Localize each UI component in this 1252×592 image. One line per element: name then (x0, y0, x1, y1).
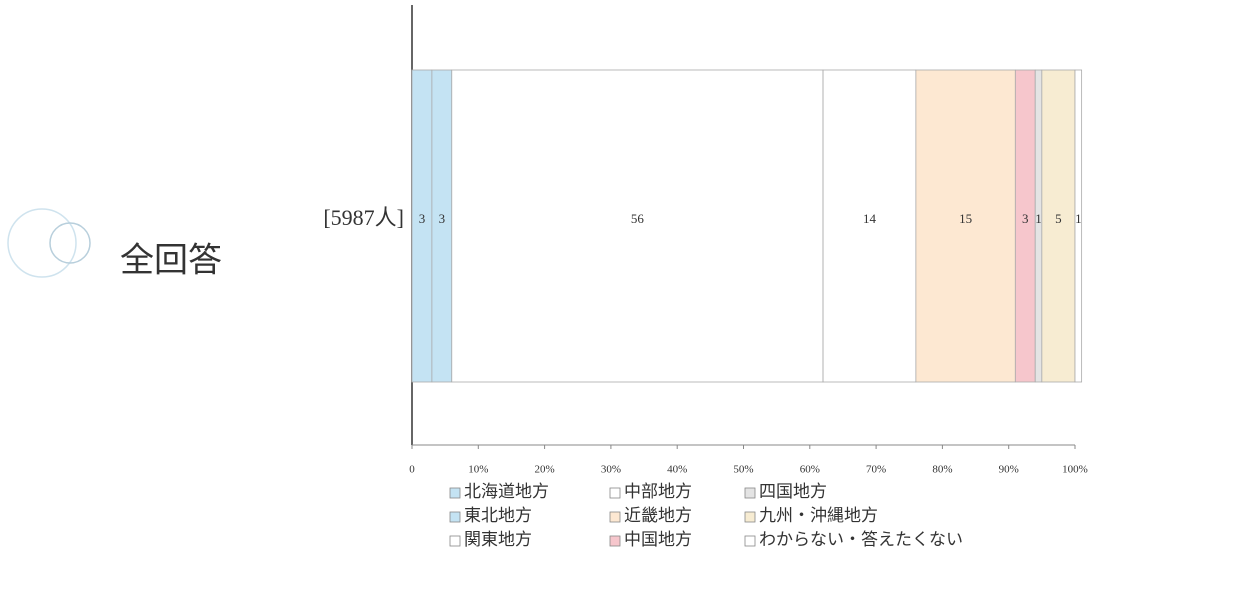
legend-label: 関東地方 (464, 530, 532, 549)
legend-label: 近畿地方 (624, 506, 692, 525)
data-label: 3 (1022, 211, 1029, 226)
x-tick-label: 40% (667, 464, 687, 476)
x-tick-label: 90% (999, 464, 1019, 476)
bar-segment (431, 69, 453, 383)
bar-segment (1034, 69, 1043, 383)
x-tick-label: 0 (409, 464, 415, 476)
x-tick-label: 10% (468, 464, 488, 476)
data-label: 14 (863, 211, 877, 226)
legend-swatch (609, 511, 621, 523)
x-tick-label: 20% (535, 464, 555, 476)
legend-swatch (609, 535, 621, 547)
legend-swatch (744, 535, 756, 547)
legend-label: 九州・沖縄地方 (759, 506, 878, 525)
decor-circle (49, 222, 91, 264)
bar-segment (1041, 69, 1076, 383)
decor-circle (7, 208, 77, 278)
bar-segment (822, 69, 917, 383)
legend-swatch (449, 487, 461, 499)
x-tick-label: 60% (800, 464, 820, 476)
legend-label: 中国地方 (624, 530, 692, 549)
bar-segment (1014, 69, 1036, 383)
x-tick-label: 30% (601, 464, 621, 476)
category-label: [5987人] (323, 205, 404, 230)
legend-label: 北海道地方 (464, 482, 549, 501)
bar-segment (451, 69, 824, 383)
x-tick-label: 70% (866, 464, 886, 476)
data-label: 3 (439, 211, 446, 226)
legend-swatch (449, 535, 461, 547)
x-tick-label: 50% (733, 464, 753, 476)
legend-swatch (744, 511, 756, 523)
legend-swatch (609, 487, 621, 499)
legend-label: 中部地方 (624, 482, 692, 501)
data-label: 56 (631, 211, 645, 226)
legend-swatch (449, 511, 461, 523)
x-tick-label: 100% (1062, 464, 1088, 476)
data-label: 5 (1055, 211, 1062, 226)
data-label: 3 (419, 211, 426, 226)
bar-segment (411, 69, 433, 383)
group-label: 全回答 (120, 241, 222, 281)
data-label: 1 (1035, 211, 1042, 226)
legend-swatch (744, 487, 756, 499)
data-label: 15 (959, 211, 972, 226)
data-label: 1 (1075, 211, 1082, 226)
bar-segment (915, 69, 1016, 383)
bar-segment (1074, 69, 1083, 383)
x-tick-label: 80% (932, 464, 952, 476)
legend-label: 東北地方 (464, 506, 532, 525)
legend-label: わからない・答えたくない (759, 530, 963, 549)
legend-label: 四国地方 (759, 482, 827, 501)
